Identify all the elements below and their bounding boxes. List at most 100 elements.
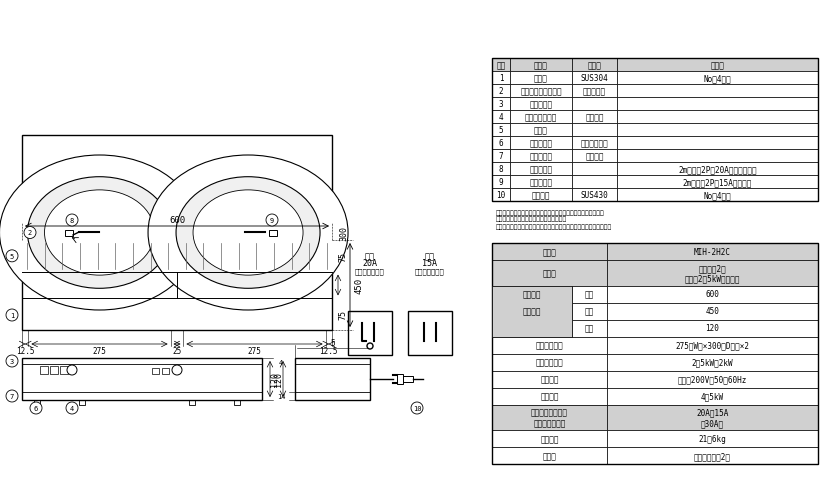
Bar — [617, 72, 818, 85]
Text: No．4仕上: No．4仕上 — [704, 74, 732, 83]
Text: 必要手元幹線容量
（合計使用時）: 必要手元幹線容量 （合計使用時） — [531, 407, 568, 427]
Text: セラミックプレート: セラミックプレート — [520, 87, 562, 96]
Bar — [152, 368, 159, 374]
Bar — [572, 85, 617, 98]
Bar — [607, 320, 818, 337]
Bar — [492, 371, 607, 387]
Ellipse shape — [27, 177, 171, 289]
Bar — [617, 124, 818, 137]
Bar — [492, 244, 607, 261]
Text: 600: 600 — [705, 290, 719, 299]
Circle shape — [172, 365, 182, 375]
Bar — [492, 111, 510, 124]
Bar — [510, 72, 572, 85]
Bar — [572, 59, 617, 72]
Text: 120: 120 — [705, 324, 719, 333]
Bar — [295, 358, 370, 400]
Text: プレート寸法: プレート寸法 — [536, 341, 564, 350]
Bar — [510, 137, 572, 150]
Text: 275（W）×300（D）　×2: 275（W）×300（D） ×2 — [676, 341, 750, 350]
Text: 4: 4 — [70, 405, 74, 411]
Bar — [510, 150, 572, 163]
Bar — [572, 163, 617, 176]
Bar — [234, 400, 240, 405]
Bar — [607, 286, 818, 303]
Text: 4: 4 — [279, 359, 283, 365]
Bar — [40, 366, 48, 374]
Text: 間口: 間口 — [585, 290, 594, 299]
Text: 5: 5 — [499, 126, 503, 135]
Text: 75: 75 — [339, 251, 348, 261]
Text: 12.5: 12.5 — [16, 347, 35, 356]
Text: 275: 275 — [92, 347, 106, 356]
Bar — [607, 387, 818, 405]
Bar — [492, 286, 572, 337]
Bar — [492, 337, 607, 354]
Text: 12.5: 12.5 — [320, 347, 338, 356]
Bar — [617, 111, 818, 124]
Text: 電磁ユニット: 電磁ユニット — [536, 358, 564, 367]
Bar — [572, 303, 607, 320]
Bar — [492, 98, 510, 111]
Text: 9: 9 — [270, 218, 274, 224]
Text: 番号: 番号 — [496, 61, 506, 70]
Bar — [492, 176, 510, 189]
Circle shape — [24, 227, 36, 239]
Bar — [617, 163, 818, 176]
Bar — [617, 176, 818, 189]
Text: 2m　接地2P　15Aプラグ付: 2m 接地2P 15Aプラグ付 — [683, 178, 752, 186]
Text: 450: 450 — [705, 307, 719, 316]
Circle shape — [6, 309, 18, 321]
Ellipse shape — [0, 156, 199, 310]
Text: 8: 8 — [499, 164, 503, 174]
Text: 出力設定ツマミ: 出力設定ツマミ — [525, 113, 557, 122]
Circle shape — [367, 343, 373, 349]
Text: 電源コード: 電源コード — [530, 178, 553, 186]
Bar — [607, 244, 818, 261]
Bar — [510, 111, 572, 124]
Text: 20A＋15A
（30A）: 20A＋15A （30A） — [696, 407, 728, 427]
Bar — [34, 400, 40, 405]
Bar — [492, 430, 607, 447]
Text: 2: 2 — [28, 230, 32, 236]
Bar — [617, 98, 818, 111]
Text: フィルター（2）: フィルター（2） — [694, 451, 731, 460]
Bar — [510, 189, 572, 202]
Bar — [617, 189, 818, 202]
Text: 単相: 単相 — [365, 252, 375, 261]
Bar — [403, 376, 413, 382]
Bar — [492, 286, 572, 303]
Circle shape — [66, 215, 78, 226]
Text: 製品重量: 製品重量 — [541, 434, 559, 443]
Bar — [572, 176, 617, 189]
Bar — [492, 320, 572, 337]
Text: 電源コード: 電源コード — [530, 164, 553, 174]
Text: 25: 25 — [172, 347, 181, 356]
Text: 8: 8 — [70, 218, 74, 224]
Text: 2m　接地2P　20A引掛プラグ付: 2m 接地2P 20A引掛プラグ付 — [678, 164, 756, 174]
Text: 操作パネル: 操作パネル — [530, 100, 553, 109]
Text: 定格電源: 定格電源 — [541, 375, 559, 384]
Text: 275: 275 — [247, 347, 261, 356]
Bar — [617, 137, 818, 150]
Ellipse shape — [148, 156, 348, 310]
Bar — [617, 59, 818, 72]
Bar — [572, 98, 617, 111]
Bar — [492, 150, 510, 163]
Bar — [607, 337, 818, 354]
Bar — [607, 447, 818, 464]
Bar — [492, 405, 607, 430]
Bar — [510, 98, 572, 111]
Text: 14: 14 — [277, 393, 285, 399]
Bar — [492, 124, 510, 137]
Bar — [492, 387, 607, 405]
Text: 1: 1 — [499, 74, 503, 83]
Text: 7: 7 — [10, 393, 14, 399]
Bar — [60, 366, 68, 374]
Text: 本体鋼板: 本体鋼板 — [531, 191, 550, 200]
Text: 2: 2 — [499, 87, 503, 96]
Text: 品　名: 品 名 — [534, 61, 548, 70]
Bar — [607, 303, 818, 320]
Text: 450: 450 — [354, 277, 363, 293]
Text: 消費電力: 消費電力 — [541, 392, 559, 401]
